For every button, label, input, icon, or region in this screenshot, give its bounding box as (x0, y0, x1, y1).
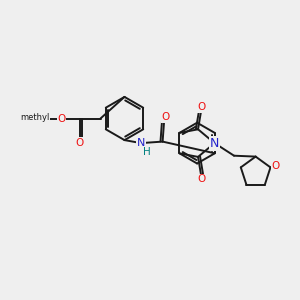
Text: O: O (272, 161, 280, 171)
Text: O: O (197, 102, 206, 112)
Text: O: O (57, 113, 66, 124)
Text: N: N (137, 138, 145, 148)
Text: N: N (210, 136, 219, 150)
Text: O: O (197, 174, 206, 184)
Text: methyl: methyl (20, 112, 49, 122)
Text: O: O (161, 112, 170, 122)
Text: H: H (142, 147, 150, 157)
Text: O: O (75, 138, 84, 148)
